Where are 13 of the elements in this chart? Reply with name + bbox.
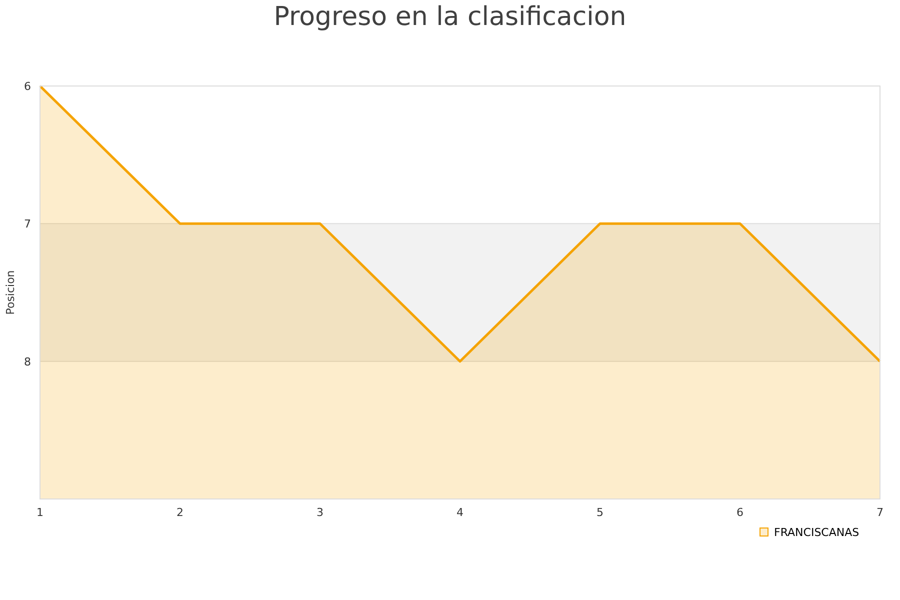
x-tick-label: 2	[176, 506, 184, 519]
y-axis-title: Posicion	[4, 270, 17, 315]
x-tick-label: 5	[596, 506, 604, 519]
x-tick-label: 6	[736, 506, 744, 519]
x-tick-label: 1	[36, 506, 44, 519]
x-tick-label: 4	[456, 506, 464, 519]
y-tick-label: 6	[24, 80, 31, 93]
chart-title: Progreso en la clasificacion	[274, 2, 626, 32]
y-tick-label: 7	[24, 218, 31, 231]
y-tick-label: 8	[24, 355, 31, 368]
x-tick-label: 3	[316, 506, 324, 519]
legend-label: FRANCISCANAS	[774, 526, 860, 539]
x-tick-label: 7	[876, 506, 884, 519]
